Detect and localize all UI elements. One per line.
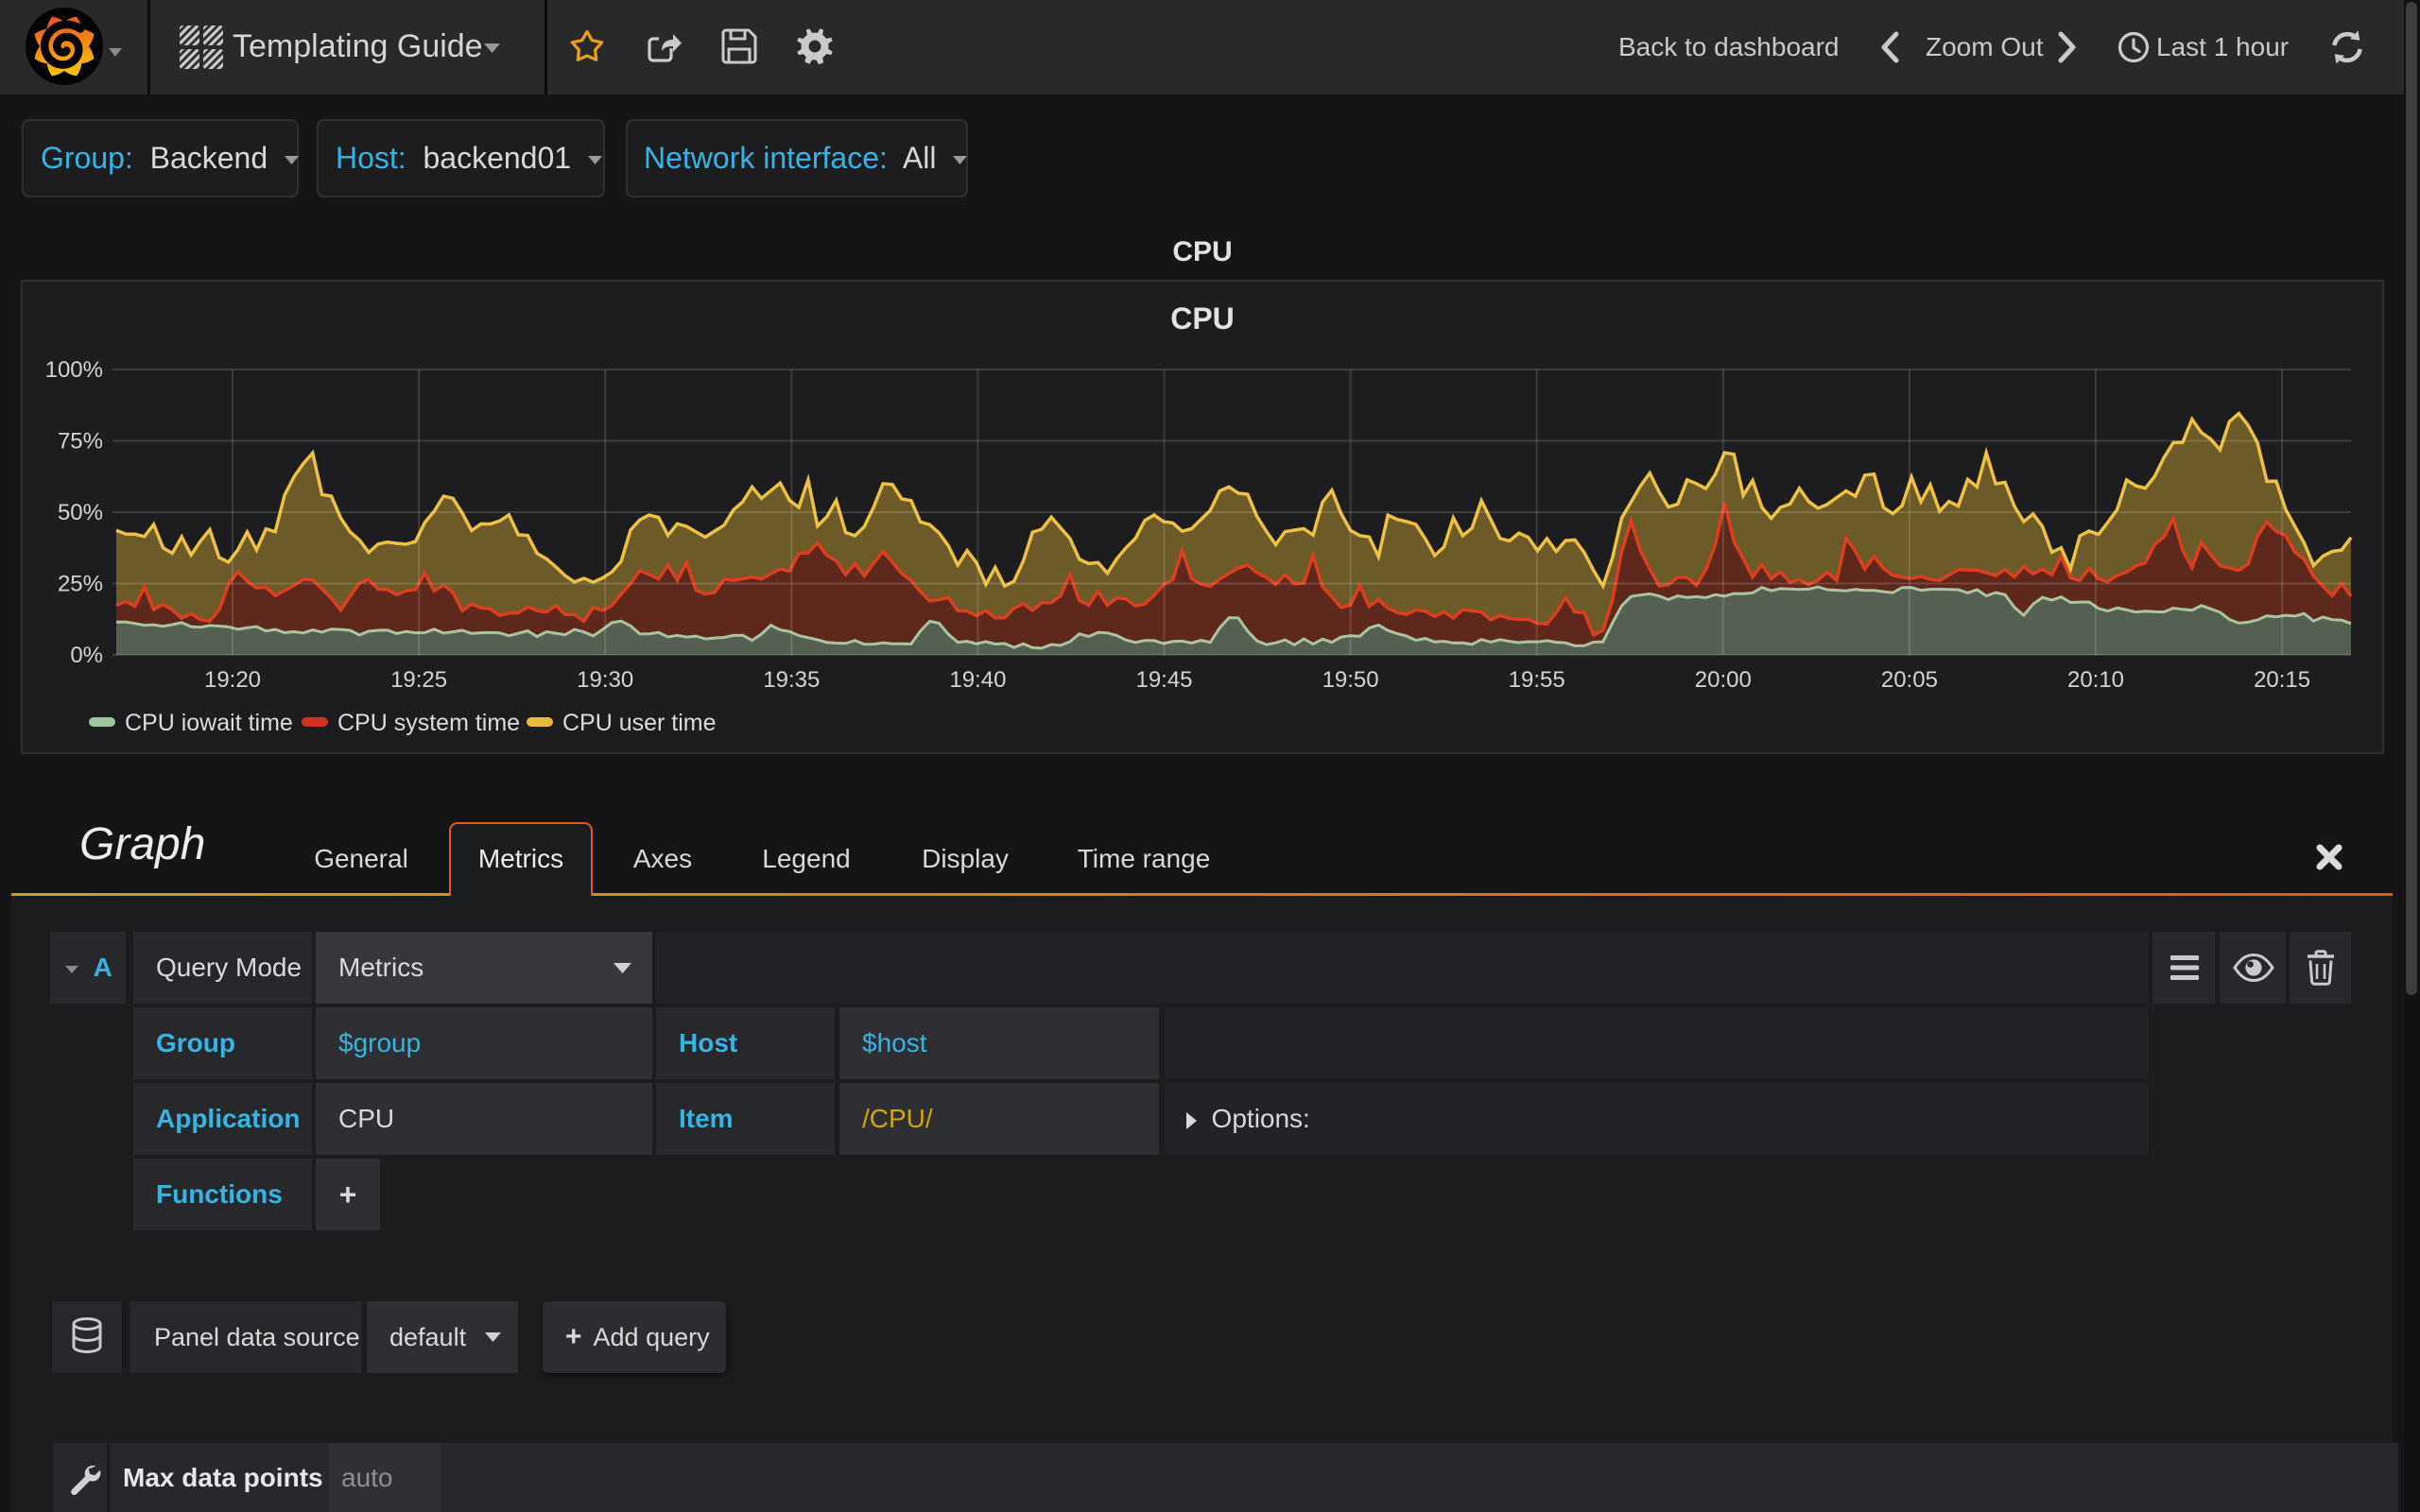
svg-text:20:00: 20:00 (1695, 667, 1752, 693)
svg-text:100%: 100% (45, 357, 103, 383)
svg-text:19:20: 19:20 (204, 667, 261, 693)
svg-text:CPU system time: CPU system time (337, 710, 520, 736)
svg-text:19:35: 19:35 (763, 667, 820, 693)
svg-text:50%: 50% (58, 500, 103, 525)
svg-text:19:45: 19:45 (1135, 667, 1192, 693)
svg-text:19:50: 19:50 (1322, 667, 1379, 693)
svg-text:0%: 0% (70, 643, 103, 668)
svg-text:19:55: 19:55 (1509, 667, 1565, 693)
svg-text:20:05: 20:05 (1881, 667, 1938, 693)
svg-text:19:30: 19:30 (577, 667, 633, 693)
svg-text:20:10: 20:10 (2067, 667, 2124, 693)
svg-text:19:40: 19:40 (949, 667, 1006, 693)
svg-text:CPU iowait time: CPU iowait time (125, 710, 293, 736)
svg-text:20:15: 20:15 (2254, 667, 2310, 693)
svg-text:25%: 25% (58, 572, 103, 597)
svg-text:75%: 75% (58, 429, 103, 455)
svg-text:19:25: 19:25 (390, 667, 447, 693)
svg-text:CPU user time: CPU user time (562, 710, 717, 736)
